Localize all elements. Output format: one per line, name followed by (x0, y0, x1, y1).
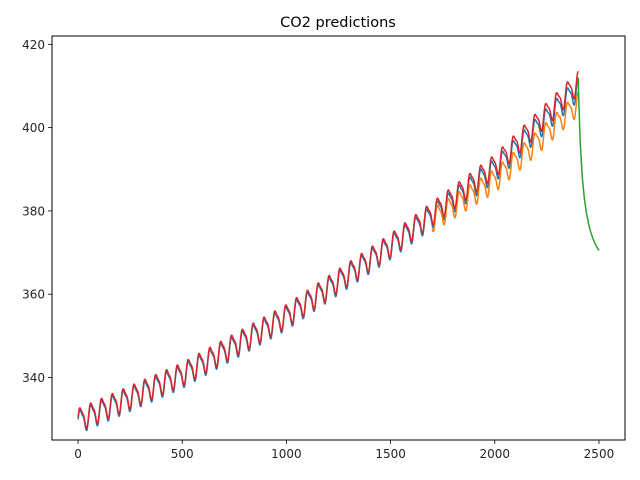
series-line-0 (77, 77, 579, 432)
x-tick-label: 500 (171, 447, 194, 461)
y-tick-label: 420 (22, 38, 45, 52)
y-tick-label: 400 (22, 121, 45, 135)
x-tick-label: 2000 (479, 447, 510, 461)
x-tick-label: 1500 (375, 447, 406, 461)
y-tick-label: 380 (22, 204, 45, 218)
x-axis: 0 500 1000 1500 2000 2500 (74, 440, 614, 461)
series-line-3 (77, 71, 579, 430)
x-tick-label: 1000 (271, 447, 302, 461)
y-tick-label: 340 (22, 371, 45, 385)
plot-frame (51, 35, 626, 441)
series-line-2 (577, 77, 600, 251)
series-layer (77, 71, 600, 432)
series-line-1 (431, 91, 579, 233)
y-tick-label: 360 (22, 288, 45, 302)
x-tick-label: 2500 (584, 447, 615, 461)
x-tick-label: 0 (74, 447, 82, 461)
y-axis: 340 360 380 400 420 (22, 38, 52, 385)
chart-title: CO2 predictions (280, 15, 396, 31)
